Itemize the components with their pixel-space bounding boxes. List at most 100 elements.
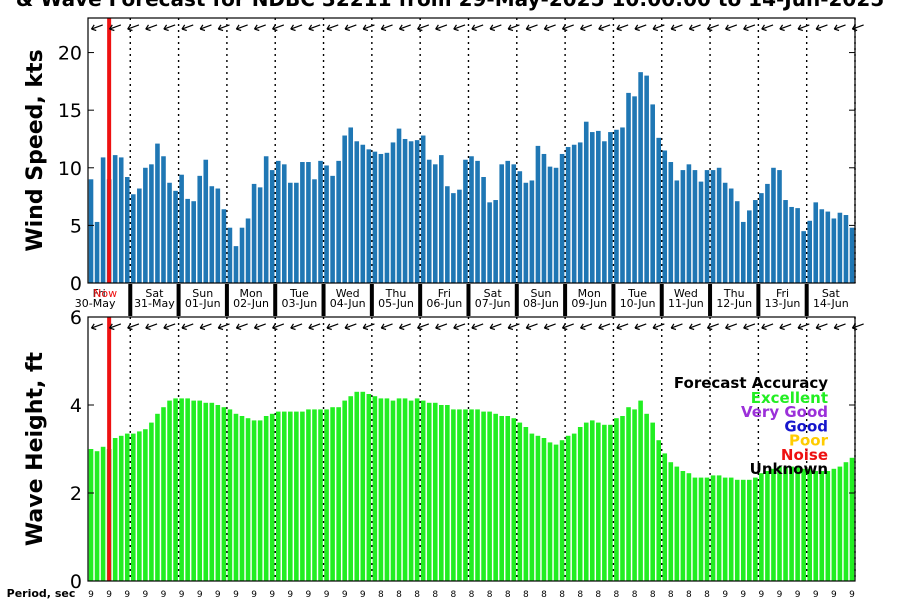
bar	[789, 466, 794, 581]
period-value: 8	[414, 590, 420, 600]
wind-arrow	[127, 24, 140, 32]
wind-arrow	[670, 323, 683, 331]
bar	[137, 188, 142, 283]
bar	[535, 435, 541, 581]
wind-arrow	[235, 24, 248, 32]
bar	[765, 471, 770, 581]
bar	[728, 477, 734, 581]
arrow-shaft	[743, 323, 756, 329]
arrow-shaft	[453, 24, 466, 30]
bar	[281, 411, 287, 581]
wind-arrow	[453, 24, 466, 32]
arrow-head	[127, 24, 133, 32]
bar	[384, 152, 390, 283]
bar	[571, 433, 577, 581]
arrow-shaft	[236, 323, 248, 329]
bar	[759, 473, 764, 581]
wind-arrow	[163, 24, 176, 32]
bar	[481, 411, 486, 581]
day-name-label: Wed	[336, 287, 360, 300]
bar	[384, 398, 390, 581]
arrow-shaft	[689, 323, 701, 329]
arrow-head	[688, 24, 695, 32]
arrow-head	[380, 323, 387, 331]
bar	[596, 422, 601, 581]
bar	[360, 144, 366, 283]
arrow-head	[235, 24, 242, 32]
bar	[747, 210, 752, 283]
bar	[179, 174, 184, 283]
bar	[686, 164, 692, 283]
period-value: 8	[469, 590, 475, 600]
bar	[191, 400, 196, 581]
arrow-shaft	[616, 24, 629, 30]
arrow-shaft	[670, 24, 683, 30]
bar	[632, 409, 637, 581]
arrow-shaft	[598, 323, 611, 329]
arrow-head	[525, 323, 532, 331]
arrow-shaft	[236, 24, 248, 30]
arrow-shaft	[272, 323, 285, 329]
wind-arrow	[779, 323, 792, 331]
day-name-label: Tue	[627, 287, 647, 300]
arrow-shaft	[127, 323, 140, 329]
bar	[686, 473, 692, 581]
period-value: 9	[287, 590, 293, 600]
bar	[318, 409, 323, 581]
bar	[541, 438, 547, 581]
bar	[94, 451, 100, 581]
day-date-label: 01-Jun	[185, 297, 221, 310]
bar	[312, 409, 317, 581]
arrow-shaft	[689, 24, 701, 30]
bar	[728, 188, 734, 283]
day-date-label: 02-Jun	[233, 297, 269, 310]
bar	[324, 165, 329, 283]
period-value: 9	[161, 590, 167, 600]
arrow-shaft	[435, 323, 448, 329]
period-value: 8	[632, 590, 638, 600]
day-name-label: Fri	[776, 287, 789, 300]
bar	[704, 170, 710, 283]
bar	[281, 164, 287, 283]
day-date-label: 12-Jun	[716, 297, 752, 310]
bar	[487, 411, 492, 581]
bar	[475, 409, 480, 581]
bar	[402, 138, 408, 283]
arrow-head	[598, 24, 604, 32]
legend-item-excellent: Excellent	[751, 389, 828, 407]
period-row: 9 9 9 9 9 9 9 9 9 9 9 9 9 9 9 9 8 8 8 8 8 8 8 8 8 8 8 8 8 8 8 8 8 8 8 9 9 9 9 9…	[88, 590, 855, 600]
bar	[402, 398, 408, 581]
bar	[698, 181, 704, 283]
arrow-head	[706, 24, 713, 32]
wind-arrow	[616, 24, 629, 32]
bar	[505, 160, 511, 283]
arrow-shaft	[562, 323, 574, 329]
wind-arrow	[851, 323, 864, 331]
bar	[819, 471, 825, 581]
arrow-shaft	[562, 24, 574, 30]
arrow-head	[833, 24, 840, 32]
arrow-shaft	[580, 323, 593, 329]
bar	[251, 420, 257, 581]
bar	[245, 418, 251, 581]
arrow-shaft	[526, 323, 538, 329]
bar	[668, 162, 674, 283]
period-value: 8	[487, 590, 493, 600]
arrow-shaft	[743, 24, 756, 30]
bar	[300, 162, 305, 283]
bar	[620, 127, 625, 284]
day-strip-separator	[659, 284, 664, 316]
bar	[396, 128, 402, 283]
bar	[650, 104, 655, 283]
arrow-head	[525, 24, 532, 32]
bar	[577, 427, 583, 581]
arrow-shaft	[399, 323, 411, 329]
y-axis-label: Wave Height, ft	[23, 351, 48, 546]
arrow-head	[743, 24, 749, 32]
period-value: 8	[650, 590, 656, 600]
arrow-head	[543, 24, 550, 32]
wind-arrow	[199, 24, 212, 32]
bar	[420, 400, 426, 581]
arrow-head	[453, 323, 459, 331]
